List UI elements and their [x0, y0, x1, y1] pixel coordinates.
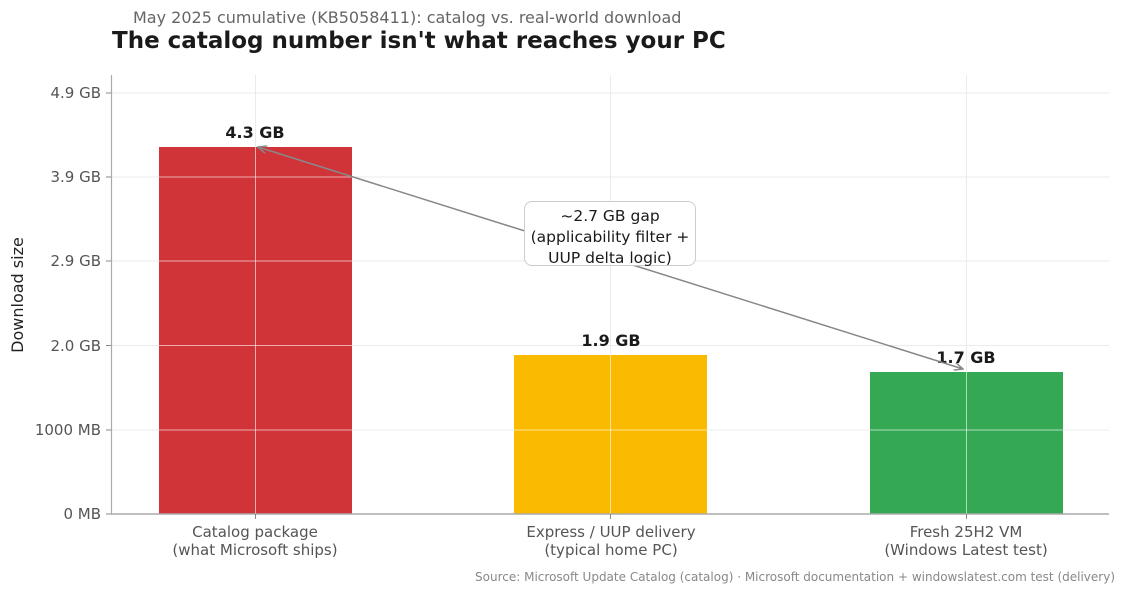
x-tick-label-line2: (typical home PC)	[544, 541, 677, 559]
y-tick-label: 4.9 GB	[50, 84, 101, 102]
y-tick-label: 1000 MB	[35, 421, 101, 439]
y-tick-label: 2.0 GB	[50, 337, 101, 355]
x-tick-labels: Catalog package (what Microsoft ships) E…	[172, 523, 1047, 559]
annotation-line: (applicability filter +	[530, 228, 690, 246]
x-tick-marks	[255, 514, 967, 519]
y-tick-marks	[106, 92, 111, 515]
chart-subtitle: May 2025 cumulative (KB5058411): catalog…	[133, 8, 682, 27]
x-tick-label-line1: Fresh 25H2 VM	[910, 523, 1023, 541]
y-axis-label: Download size	[8, 237, 27, 353]
y-tick-label: 3.9 GB	[50, 168, 101, 186]
chart-title: The catalog number isn't what reaches yo…	[112, 28, 726, 54]
annotation-line: ~2.7 GB gap	[560, 207, 660, 225]
gap-annotation-box: ~2.7 GB gap (applicability filter + UUP …	[524, 201, 696, 267]
value-label-catalog: 4.3 GB	[225, 123, 284, 142]
x-tick-label-line2: (Windows Latest test)	[884, 541, 1047, 559]
x-tick-label-line1: Express / UUP delivery	[526, 523, 695, 541]
y-tick-label: 2.9 GB	[50, 252, 101, 270]
x-tick-label-line2: (what Microsoft ships)	[172, 541, 337, 559]
value-label-express: 1.9 GB	[581, 331, 640, 350]
y-tick-labels: 0 MB 1000 MB 2.0 GB 2.9 GB 3.9 GB 4.9 GB	[35, 84, 101, 523]
y-tick-label: 0 MB	[63, 505, 101, 523]
x-tick-label-line1: Catalog package	[192, 523, 318, 541]
annotation-line: UUP delta logic)	[548, 249, 672, 267]
source-note: Source: Microsoft Update Catalog (catalo…	[475, 570, 1115, 584]
